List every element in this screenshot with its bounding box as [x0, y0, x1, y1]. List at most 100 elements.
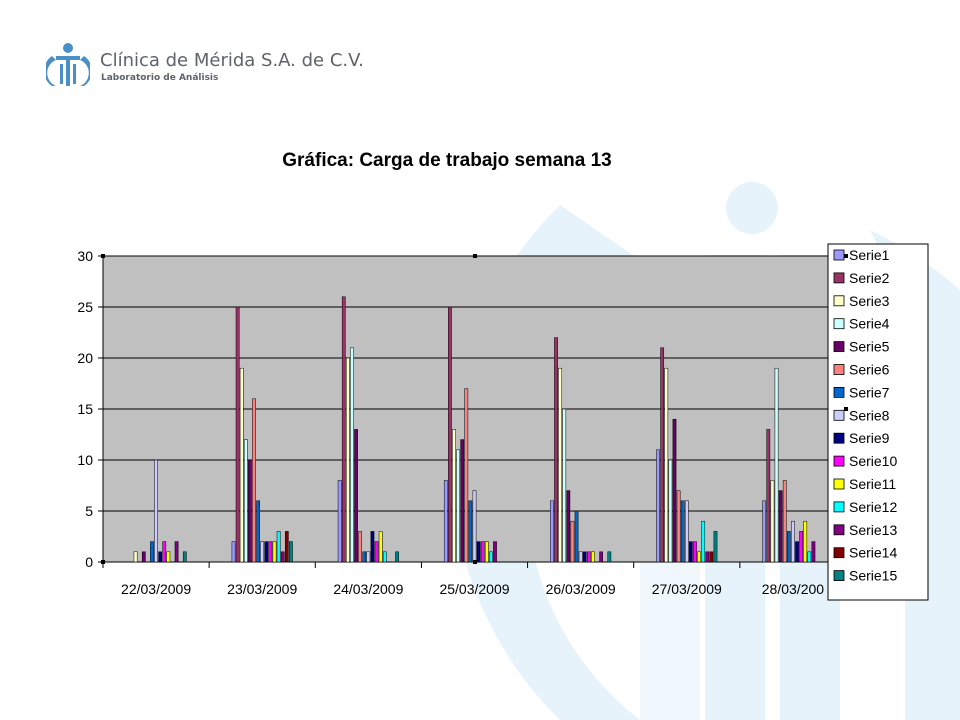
bar	[791, 520, 795, 563]
bar	[166, 551, 171, 563]
chart-title: Gráfica: Carga de trabajo semana 13	[282, 150, 612, 171]
bar	[807, 551, 812, 563]
y-tick-label: 5	[85, 503, 93, 519]
bar	[762, 500, 767, 563]
bar	[786, 531, 791, 563]
bar	[476, 541, 481, 563]
y-tick-label: 30	[77, 248, 93, 264]
bar	[264, 541, 269, 563]
bar	[774, 367, 779, 563]
bar	[591, 551, 595, 563]
bar	[374, 541, 379, 563]
x-tick-label: 26/03/2009	[546, 581, 616, 597]
legend-label: Serie14	[849, 545, 897, 561]
bar	[464, 388, 469, 563]
bar	[370, 531, 375, 563]
bar	[289, 541, 293, 563]
bar	[558, 367, 562, 563]
bar	[672, 418, 677, 563]
legend-label: Serie6	[849, 362, 890, 378]
legend-label: Serie10	[849, 453, 897, 469]
legend-swatch	[833, 524, 845, 536]
bar	[350, 347, 354, 563]
legend-swatch	[833, 570, 845, 581]
bar	[599, 551, 603, 563]
legend-label: Serie9	[849, 430, 890, 446]
bar	[684, 500, 689, 563]
legend-label: Serie13	[849, 522, 897, 538]
x-tick-label: 23/03/2009	[227, 581, 297, 597]
bar	[235, 306, 240, 563]
bar	[284, 531, 289, 563]
bar	[272, 541, 277, 563]
bar	[660, 347, 665, 563]
bar	[554, 337, 558, 563]
bar	[468, 500, 473, 563]
bar	[243, 439, 248, 563]
bar	[448, 306, 452, 563]
bar	[141, 551, 146, 563]
legend-label: Serie11	[849, 476, 896, 492]
bar	[174, 541, 179, 563]
legend-label: Serie3	[849, 293, 890, 309]
legend-swatch	[833, 272, 845, 284]
y-tick-label: 15	[77, 401, 93, 417]
legend-swatch	[833, 409, 845, 421]
legend-label: Serie1	[849, 247, 890, 263]
legend-swatch	[833, 432, 845, 444]
selection-handle	[101, 254, 105, 258]
bar	[182, 551, 187, 563]
legend-swatch	[833, 295, 845, 307]
bar	[443, 480, 448, 563]
bar	[574, 510, 579, 563]
bar	[668, 459, 673, 563]
bar	[782, 480, 787, 563]
bar	[705, 551, 710, 563]
clinic-subtitle: Laboratorio de Análisis	[101, 73, 219, 83]
legend-swatch	[833, 455, 845, 467]
bar	[697, 551, 701, 563]
legend-swatch	[833, 364, 845, 375]
legend-swatch	[833, 478, 845, 490]
bar	[484, 541, 489, 563]
bar	[231, 541, 236, 563]
x-tick-label: 27/03/2009	[652, 581, 722, 597]
bar	[268, 541, 273, 563]
bar	[770, 480, 775, 563]
bar	[799, 531, 803, 563]
x-tick-label: 22/03/2009	[121, 581, 191, 597]
bar	[795, 541, 799, 563]
bar	[472, 490, 477, 563]
bar	[586, 551, 591, 563]
bar	[366, 551, 371, 563]
bar	[811, 541, 816, 563]
bar	[346, 357, 350, 563]
bar	[709, 551, 714, 563]
bar	[378, 531, 383, 563]
bar	[341, 296, 346, 563]
bar	[154, 459, 158, 563]
bar	[766, 429, 771, 563]
bar	[456, 449, 460, 563]
y-tick-label: 0	[85, 554, 93, 570]
legend-label: Serie15	[849, 568, 897, 584]
legend-swatch	[833, 318, 845, 330]
bar	[656, 449, 660, 563]
x-tick-label: 24/03/2009	[333, 581, 403, 597]
selection-handle	[844, 254, 848, 258]
selection-handle	[844, 407, 848, 411]
legend-swatch	[833, 341, 845, 353]
bar	[150, 541, 154, 563]
bar	[452, 429, 456, 563]
bar	[162, 541, 167, 563]
bar	[566, 490, 571, 563]
legend-box	[827, 243, 929, 601]
legend-label: Serie5	[849, 339, 890, 355]
bar	[676, 490, 681, 563]
bar	[562, 408, 567, 563]
bar	[252, 398, 256, 563]
legend-swatch	[833, 249, 845, 261]
bar	[460, 439, 465, 563]
bar	[582, 551, 587, 563]
